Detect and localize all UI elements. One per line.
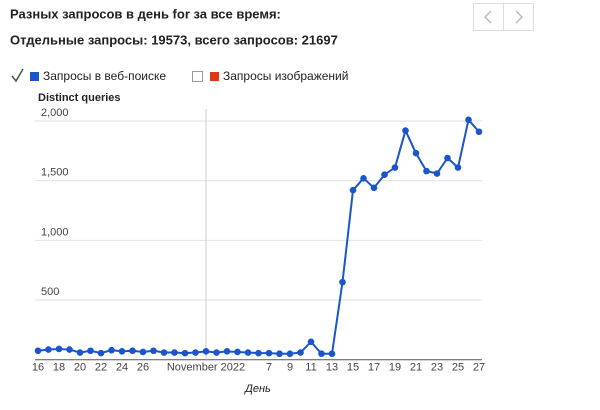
x-tick-label: 11: [305, 362, 316, 374]
x-axis-title: День: [243, 383, 271, 395]
nav-buttons: [473, 3, 534, 31]
data-point: [339, 278, 346, 286]
data-point: [108, 346, 115, 354]
data-point: [97, 349, 105, 357]
legend-label: Запросы изображений: [223, 69, 348, 83]
next-icon: [515, 10, 524, 24]
data-point: [160, 349, 168, 356]
x-tick-label: 13: [326, 362, 338, 374]
y-tick-label: 1,000: [41, 226, 69, 238]
data-point: [265, 349, 273, 357]
y-tick-label: 500: [41, 286, 59, 298]
legend: Запросы в веб-поиске Запросы изображений: [11, 68, 348, 83]
data-point: [297, 349, 304, 356]
data-point: [192, 349, 199, 356]
data-point: [318, 350, 325, 358]
data-point: [181, 349, 189, 357]
next-button[interactable]: [503, 3, 534, 31]
data-point: [475, 128, 483, 136]
checkmark: [11, 68, 24, 83]
x-tick-label: 9: [287, 362, 293, 374]
data-point: [55, 345, 63, 353]
data-point: [129, 347, 136, 355]
data-point: [87, 347, 94, 355]
data-point: [234, 348, 241, 356]
x-tick-label: 25: [452, 362, 464, 374]
data-point: [381, 171, 388, 179]
x-tick-label: 24: [116, 362, 128, 374]
data-point: [244, 349, 252, 356]
data-point: [76, 349, 84, 356]
x-tick-label: 21: [410, 362, 422, 374]
x-tick-label: 19: [389, 362, 401, 374]
data-point: [328, 350, 336, 358]
data-point: [66, 346, 73, 353]
data-point: [454, 164, 462, 171]
x-tick-label: November 2022: [167, 362, 245, 374]
data-point: [402, 127, 409, 134]
x-tick-label: 7: [266, 362, 272, 374]
legend-swatch: [210, 72, 219, 81]
data-point: [202, 348, 210, 355]
data-point: [213, 349, 220, 356]
data-point: [465, 116, 472, 124]
data-point: [423, 167, 430, 175]
x-tick-label: 15: [347, 362, 359, 374]
data-point: [171, 349, 178, 356]
data-point: [370, 184, 378, 192]
data-point: [391, 164, 399, 171]
data-point: [118, 348, 126, 355]
x-tick-label: 16: [32, 362, 44, 374]
data-point: [276, 350, 283, 358]
data-point: [45, 346, 52, 353]
legend-label: Запросы в веб-поиске: [43, 69, 166, 83]
y-tick-label: 1,500: [41, 167, 69, 179]
data-point: [223, 348, 231, 355]
data-point: [286, 350, 294, 358]
data-point: [444, 154, 451, 162]
y-axis-title: Distinct queries: [38, 92, 121, 104]
legend-checkbox[interactable]: [12, 71, 23, 82]
prev-icon: [483, 10, 492, 24]
y-tick-label: 2,000: [41, 107, 69, 119]
data-point: [34, 347, 42, 355]
x-tick-label: 23: [431, 362, 443, 374]
legend-swatch: [30, 72, 39, 81]
data-point: [150, 347, 157, 355]
x-tick-label: 27: [473, 362, 485, 374]
x-tick-label: 20: [74, 362, 86, 374]
data-point: [360, 174, 367, 182]
x-tick-label: 22: [95, 362, 107, 374]
title: Разных запросов в день for за все время:: [10, 6, 281, 21]
x-tick-label: 17: [368, 362, 380, 374]
totals: Отдельные запросы: 19573, всего запросов…: [10, 32, 338, 47]
data-point: [349, 186, 357, 194]
data-point: [139, 348, 147, 356]
legend-checkbox[interactable]: [192, 71, 203, 82]
data-point: [412, 149, 420, 157]
x-tick-label: 26: [137, 362, 149, 374]
data-point: [307, 338, 315, 346]
series-line: [37, 117, 480, 355]
data-point: [255, 349, 262, 357]
prev-button[interactable]: [473, 3, 504, 31]
x-tick-label: 18: [53, 362, 65, 374]
data-point: [433, 170, 441, 177]
